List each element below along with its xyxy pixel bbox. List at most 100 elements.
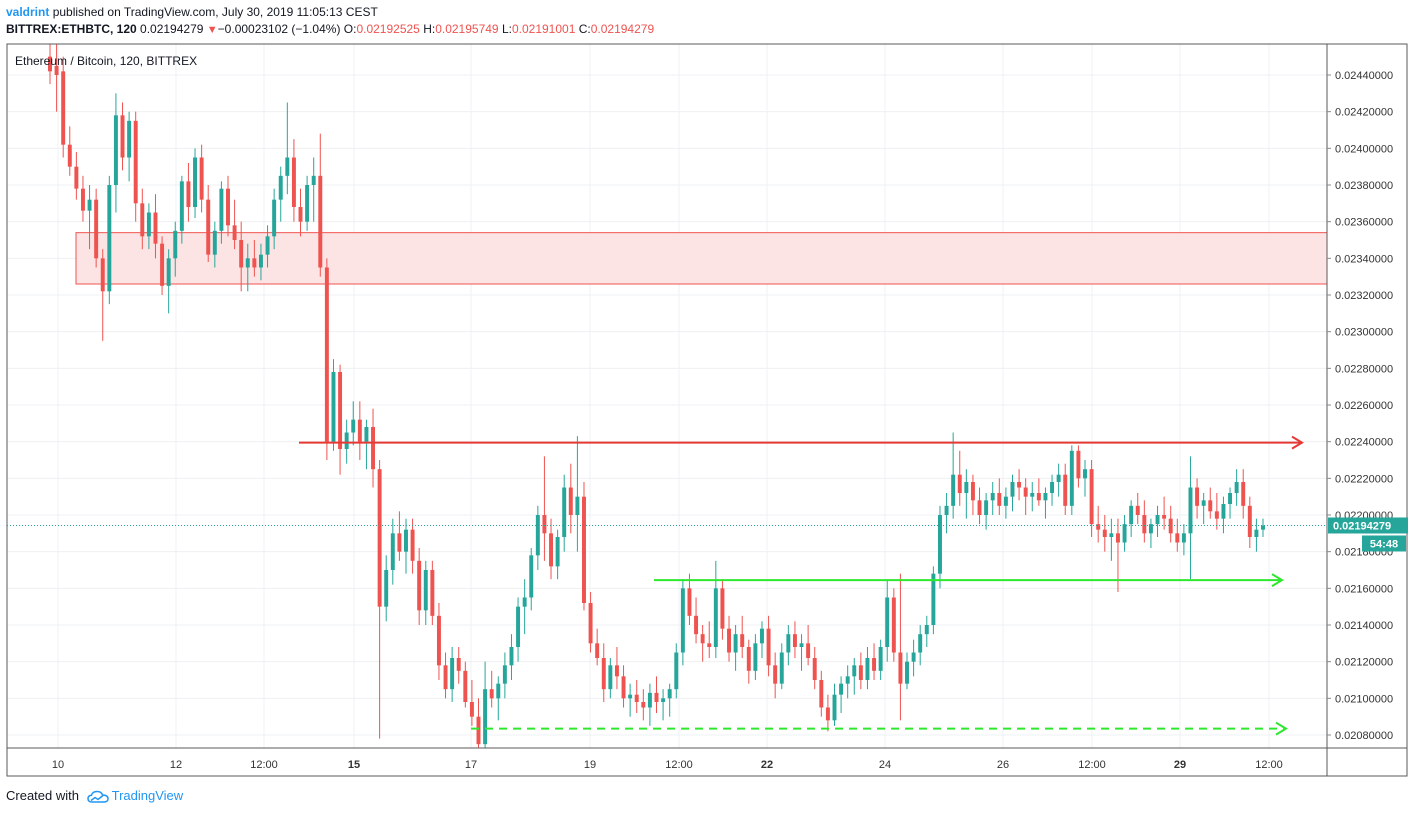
candle-body	[469, 702, 474, 717]
candle-body	[588, 603, 593, 644]
candle-body	[364, 427, 369, 442]
candle-body	[153, 212, 158, 244]
candle-body	[140, 203, 145, 237]
countdown-label: 54:48	[1370, 538, 1398, 550]
x-tick-label: 12:00	[250, 759, 278, 771]
author-name[interactable]: valdrint	[6, 5, 50, 19]
candle-body	[819, 680, 824, 708]
x-tick-label: 22	[761, 759, 773, 771]
candle-body	[100, 258, 105, 292]
candle-body	[265, 236, 270, 255]
candle-body	[1043, 493, 1048, 501]
candle-body	[516, 606, 521, 647]
candle-body	[568, 487, 573, 515]
candle-body	[436, 615, 441, 666]
candle-body	[700, 634, 705, 644]
grid-lines	[7, 44, 1327, 748]
candle-body	[430, 570, 435, 616]
candle-body	[555, 537, 560, 567]
candle-body	[905, 661, 909, 684]
candle-body	[1181, 533, 1186, 543]
candle-body	[311, 175, 316, 185]
candle-body	[845, 676, 850, 684]
outer-border	[6, 43, 1408, 777]
candle-body	[713, 588, 718, 647]
symbol-label: BITTREX:ETHBTC, 120	[6, 22, 137, 36]
candle-body	[740, 634, 745, 647]
x-tick-label: 12:00	[1255, 759, 1283, 771]
candle-body	[891, 597, 896, 653]
candle-body	[680, 588, 685, 653]
candle-body	[1030, 493, 1035, 497]
candle-body	[1254, 529, 1259, 537]
candle-body	[720, 588, 725, 629]
candle-body	[970, 482, 975, 501]
tradingview-link[interactable]: TradingView	[111, 788, 184, 803]
candle-body	[1195, 487, 1200, 506]
candle-body	[1129, 505, 1134, 525]
candle-body	[641, 702, 646, 708]
candle-body	[61, 71, 66, 145]
y-tick-label: 0.02440000	[1335, 70, 1393, 82]
candle-body	[924, 625, 929, 635]
candle-body	[608, 665, 613, 690]
candle-body	[1096, 524, 1101, 530]
candle-body	[997, 493, 1002, 506]
candle-body	[166, 258, 171, 286]
candle-body	[832, 694, 837, 721]
candle-body	[1050, 482, 1055, 493]
candle-body	[1017, 482, 1022, 488]
tradingview-cloud-icon[interactable]	[86, 790, 109, 804]
chart-frame	[6, 43, 1408, 777]
price-axis[interactable]: 0.02080000 0.02100000 0.02120000 0.02140000…	[1327, 70, 1393, 742]
candle-body	[502, 665, 507, 684]
created-with-text: Created with	[6, 788, 79, 803]
candle-body	[1089, 469, 1094, 525]
candle-body	[542, 515, 547, 534]
last-price-label: 0.02194279	[1333, 520, 1391, 532]
candle-body	[298, 207, 303, 222]
candle-body	[1175, 533, 1180, 543]
candle-body	[806, 643, 811, 658]
candle-body	[792, 634, 797, 647]
candle-body	[582, 496, 586, 603]
candle-body	[423, 570, 428, 611]
y-tick-label: 0.02220000	[1335, 473, 1393, 485]
candle-body	[324, 267, 329, 442]
candle-body	[199, 157, 204, 200]
candle-body	[614, 665, 619, 677]
candle-body	[1228, 493, 1233, 504]
candle-body	[1083, 469, 1087, 479]
candle-body	[390, 533, 395, 570]
open-label: O:	[343, 22, 357, 36]
candle-body	[54, 65, 59, 75]
candle-body	[272, 199, 277, 237]
candle-body	[1122, 524, 1127, 543]
candle-body	[885, 597, 890, 647]
y-tick-label: 0.02280000	[1335, 363, 1393, 375]
time-axis[interactable]: 10 12 12:00 15 17 19 12:00 22 24 26 12:00 29 12:00	[52, 759, 1283, 771]
candle-body	[766, 628, 771, 666]
candle-body	[911, 652, 916, 662]
candle-body	[1241, 482, 1246, 506]
candle-body	[489, 689, 494, 699]
candle-body	[344, 432, 349, 449]
candle-body	[219, 188, 224, 231]
arrow-right-icon	[1271, 573, 1284, 587]
candle-body	[476, 716, 481, 745]
candle-body	[258, 254, 263, 268]
x-tick-label: 12:00	[1078, 759, 1106, 771]
candle-body	[232, 225, 237, 240]
candle-body	[1155, 515, 1160, 525]
candle-body	[331, 372, 336, 442]
candle-body	[549, 533, 553, 567]
candle-body	[160, 243, 165, 286]
y-tick-label: 0.02240000	[1335, 437, 1393, 449]
candle-body	[245, 258, 250, 268]
candle-body	[146, 212, 151, 237]
candle-body	[318, 175, 323, 268]
candle-body	[733, 634, 738, 653]
candle-body	[957, 474, 962, 493]
candle-body	[779, 652, 784, 684]
